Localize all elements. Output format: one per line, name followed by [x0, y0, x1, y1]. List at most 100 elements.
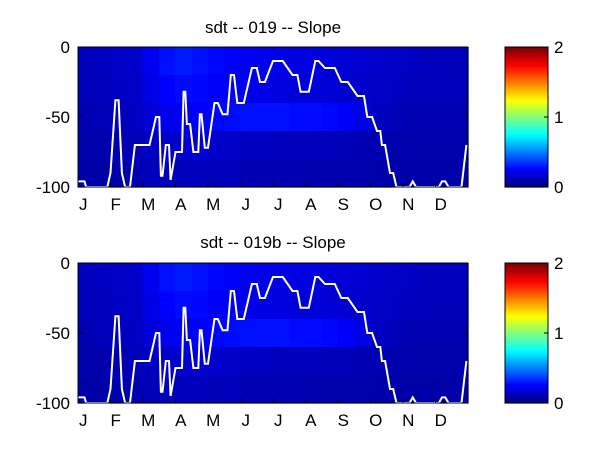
heatmap-cell: [419, 159, 437, 188]
heatmap-cell: [370, 131, 388, 160]
heatmap-cell: [126, 375, 144, 404]
heatmap-cell: [240, 159, 258, 188]
colorbar-step: [505, 145, 548, 149]
heatmap-cell: [224, 375, 242, 404]
heatmap-cell: [94, 263, 112, 292]
heatmap-cell: [175, 159, 193, 188]
heatmap-cell: [191, 347, 209, 376]
heatmap-cell: [175, 47, 193, 76]
heatmap-cell: [126, 319, 144, 348]
colorbar-step: [505, 121, 548, 125]
heatmap-cell: [256, 319, 274, 348]
colorbar-tick-label: 1: [554, 108, 563, 127]
heatmap-cell: [78, 375, 95, 404]
heatmap-cell: [419, 263, 437, 292]
heatmap-cell: [159, 319, 177, 348]
heatmap-cell: [159, 75, 177, 104]
colorbar-step: [505, 381, 548, 384]
colorbar: 0 1 2: [504, 254, 563, 413]
heatmap-cell: [338, 347, 355, 376]
colorbar-step: [505, 396, 548, 400]
colorbar-step: [505, 143, 548, 147]
heatmap-cell: [273, 131, 290, 160]
heatmap-cell: [126, 47, 144, 76]
colorbar-step: [505, 308, 548, 312]
heatmap-cell: [256, 131, 274, 160]
colorbar-step: [505, 160, 548, 164]
heatmap-cell: [289, 75, 307, 104]
heatmap-cell: [419, 103, 437, 132]
heatmap-cell: [240, 103, 258, 132]
colorbar-step: [505, 53, 548, 57]
colorbar-step: [505, 84, 548, 87]
heatmap-cell: [370, 159, 388, 188]
heatmap-cell: [240, 131, 258, 160]
colorbar-step: [505, 398, 548, 402]
heatmap-cell: [403, 75, 420, 104]
colorbar-step: [505, 302, 548, 306]
heatmap-cell: [159, 263, 177, 292]
colorbar-step: [505, 280, 548, 284]
y-tick-label: -50: [45, 108, 70, 127]
heatmap-cell: [321, 103, 339, 132]
colorbar-step: [505, 267, 548, 271]
colorbar-step: [505, 88, 548, 92]
heatmap-cell: [143, 291, 160, 320]
heatmap-cell: [143, 159, 160, 188]
heatmap-cell: [321, 131, 339, 160]
colorbar-step: [505, 117, 548, 120]
heatmap-cell: [175, 263, 193, 292]
colorbar-step: [505, 306, 548, 310]
heatmap-cell: [305, 131, 323, 160]
colorbar-step: [505, 313, 548, 317]
heatmap-cell: [273, 375, 290, 404]
colorbar-step: [505, 359, 548, 363]
heatmap-cell: [159, 291, 177, 320]
heatmap-cell: [435, 47, 453, 76]
heatmap-cell: [110, 131, 128, 160]
x-tick-label: S: [338, 195, 349, 214]
heatmap-cell: [354, 347, 372, 376]
heatmap-cell: [289, 347, 307, 376]
heatmap-cell: [435, 375, 453, 404]
heatmap-cell: [256, 263, 274, 292]
heatmap-cell: [94, 131, 112, 160]
heatmap-cell: [208, 347, 225, 376]
colorbar-step: [505, 134, 548, 138]
colorbar-step: [505, 130, 548, 133]
heatmap-cell: [273, 159, 290, 188]
x-tick-label: S: [338, 411, 349, 430]
heatmap-cell: [159, 103, 177, 132]
colorbar-step: [505, 348, 548, 352]
heatmap-cell: [175, 131, 193, 160]
heatmap-cell: [273, 103, 290, 132]
heatmap-cell: [403, 131, 420, 160]
heatmap-cell: [224, 319, 242, 348]
colorbar-step: [505, 319, 548, 323]
colorbar-tick-label: 2: [554, 38, 563, 57]
heatmap-cell: [94, 291, 112, 320]
heatmap-cell: [451, 131, 469, 160]
colorbar-step: [505, 136, 548, 140]
colorbar-step: [505, 335, 548, 338]
heatmap-cell: [354, 131, 372, 160]
heatmap-cell: [126, 291, 144, 320]
heatmap-cell: [143, 375, 160, 404]
colorbar-step: [505, 152, 548, 155]
colorbar-step: [505, 158, 548, 162]
colorbar-step: [505, 169, 548, 173]
colorbar-step: [505, 86, 548, 90]
series-line: [78, 60, 468, 188]
heatmap-cell: [143, 347, 160, 376]
heatmap-cell: [403, 263, 420, 292]
y-tick-label: 0: [61, 38, 70, 57]
x-tick-label: A: [175, 411, 187, 430]
colorbar-step: [505, 106, 548, 109]
colorbar-step: [505, 176, 548, 179]
x-tick-label: M: [141, 411, 155, 430]
colorbar-step: [505, 60, 548, 63]
colorbar-step: [505, 317, 548, 321]
heatmap-cell: [419, 47, 437, 76]
